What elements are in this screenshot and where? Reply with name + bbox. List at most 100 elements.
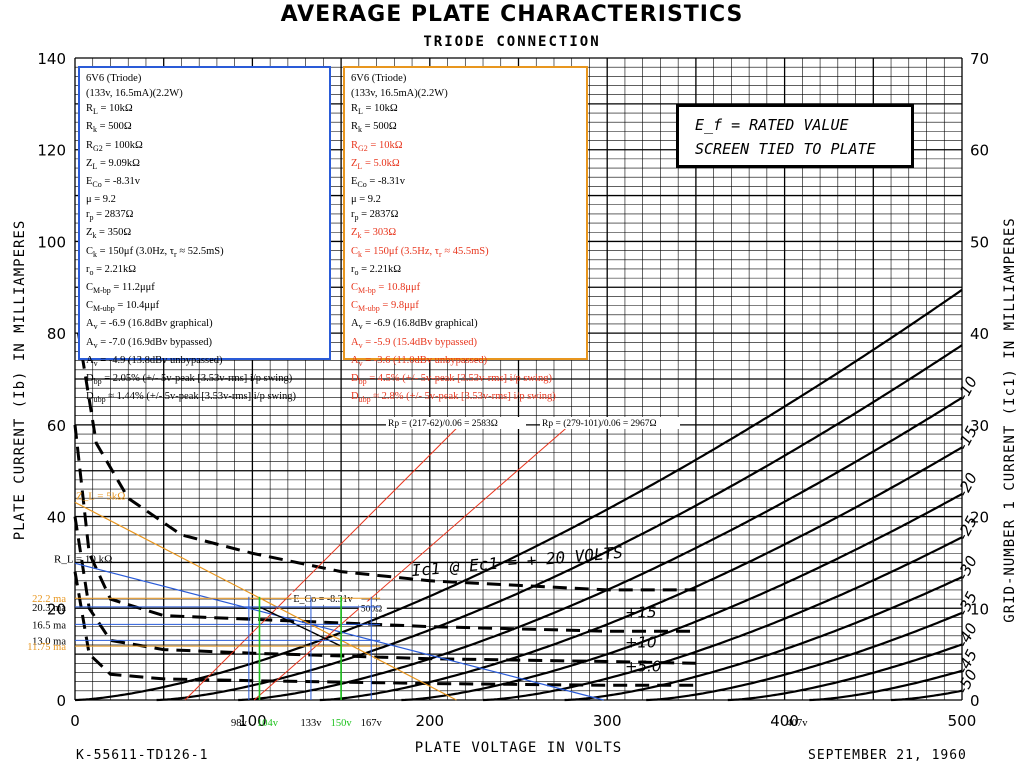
current-marker-label: 16.5 ma <box>32 620 66 631</box>
left-parameter-box: 6V6 (Triode) (133v, 16.5mA)(2.2W) RL = 10k… <box>78 66 331 404</box>
right-box-line: Rk = 500Ω <box>351 121 397 135</box>
chart-title: AVERAGE PLATE CHARACTERISTICS <box>280 2 744 27</box>
grid-current-label: +5.0 <box>625 658 661 676</box>
current-marker-label: 22.2 ma <box>32 594 66 605</box>
rated-value-line: E_f = RATED VALUE <box>695 116 849 134</box>
grid-current-curve <box>73 571 696 687</box>
left-box-line: RL = 10kΩ <box>86 103 133 117</box>
load-line-label: R_L = 10 kΩ <box>54 553 112 565</box>
right-box-line: CM-ubp = 9.8μμf <box>351 300 419 314</box>
plate-curve <box>156 344 963 702</box>
left-box-line: Av = -6.9 (16.8dBv graphical) <box>86 318 213 332</box>
tangent-label-bg <box>540 417 680 429</box>
voltage-marker-label: 133v <box>300 718 322 729</box>
left-box-line: CM-bp = 11.2μμf <box>86 281 155 296</box>
left-box-line: Dbp = 2.05% (+/- 5v-peak [3.53v-rms] i/p… <box>86 372 293 386</box>
y-tick-label: 20 <box>47 600 66 618</box>
y-tick-label: 100 <box>37 233 66 251</box>
y-right-tick-label: 30 <box>970 417 989 435</box>
right-box-line: RL = 10kΩ <box>351 103 398 117</box>
current-marker-label: 20.3 ma <box>32 603 66 614</box>
right-parameter-box: 6V6 (Triode) (133v, 16.5mA)(2.2W) RL = 10k… <box>343 66 588 404</box>
plate-curve <box>564 576 963 702</box>
left-box-line: rp = 2837Ω <box>86 209 134 223</box>
left-box-line: Rk = 500Ω <box>86 121 132 135</box>
cathode-line <box>259 606 342 647</box>
right-box-line: 6V6 (Triode) <box>351 73 407 84</box>
y-right-tick-label: 20 <box>970 509 989 527</box>
load-line-label: Z_L = 5kΩ <box>76 490 125 502</box>
left-box-line: Dubp ≈ 1.44% (+/- 5v-peak [3.53v-rms] i/… <box>86 391 297 405</box>
x-tick-label: 500 <box>948 712 977 730</box>
tangent-line <box>253 424 571 701</box>
voltage-marker-label: 150v <box>331 718 353 729</box>
load-line <box>74 501 457 701</box>
right-box-line: ZL = 5.0kΩ <box>351 157 400 171</box>
current-marker-label: 13.0 ma <box>32 636 66 647</box>
grid-current-curve <box>77 332 696 592</box>
y-right-axis-label: GRID-NUMBER 1 CURRENT (Ic1) IN MILLIAMPE… <box>1002 217 1018 622</box>
plate-curve <box>890 689 963 702</box>
grid-current-label: Ic1 @ Ec1 = + 20 VOLTS <box>411 543 624 580</box>
y-tick-label: 60 <box>47 417 66 435</box>
y-axis-label: PLATE CURRENT (Ib) IN MILLIAMPERES <box>12 220 28 541</box>
right-box-line: Dubp ≈ 2.8% (+/- 5v-peak [3.53v-rms] i/p… <box>351 391 556 405</box>
grid-current-curve <box>73 516 696 665</box>
y-right-tick-label: 50 <box>970 233 989 251</box>
right-box-line: ECo = -8.31v <box>351 175 406 190</box>
right-box-line: μ = 9.2 <box>351 194 381 206</box>
x-tick-label: 300 <box>593 712 622 730</box>
left-box-line: Ck = 150μf (3.0Hz, τr ≈ 52.5mS) <box>86 245 224 259</box>
y-right-tick-label: 40 <box>970 325 989 343</box>
left-box-line: RG2 = 100kΩ <box>86 139 143 153</box>
voltage-marker-label: 407v <box>787 718 809 729</box>
right-box-line: CM-bp = 10.8μμf <box>351 281 421 296</box>
document-code: K-55611-TD126-1 <box>76 748 209 763</box>
grid-current-curve <box>73 424 696 633</box>
right-box-line: RG2 = 10kΩ <box>351 139 403 153</box>
current-marker-label: 11.75 ma <box>27 642 66 653</box>
x-tick-label: 400 <box>770 712 799 730</box>
left-box-line: ro = 2.21kΩ <box>86 263 137 277</box>
x-tick-label: 0 <box>70 712 80 730</box>
right-box-line: Dbp = 4.5% (+/- 5v-peak [3.53v-rms] i/p … <box>351 372 552 386</box>
tangent-line <box>184 424 461 701</box>
plate-curve <box>74 288 963 702</box>
left-box-line: ECo = -8.31v <box>86 175 141 190</box>
left-box-line: Av = -7.0 (16.9dBv bypassed) <box>86 336 213 350</box>
left-box-line: 6V6 (Triode) <box>86 73 142 84</box>
y-right-tick-label: 60 <box>970 142 989 160</box>
x-axis-label: PLATE VOLTAGE IN VOLTS <box>415 740 622 756</box>
right-box-line: Av = -6.9 (16.8dBv graphical) <box>351 318 478 332</box>
left-box-line: ZL = 9.09kΩ <box>86 157 140 171</box>
plate-curve <box>809 669 963 702</box>
grid-current-label: +15 <box>625 603 657 621</box>
right-box-line: Ck = 150μf (3.5Hz, τr ≈ 45.5mS) <box>351 245 489 259</box>
tangent-line-label: Rp = (279-101)/0.06 = 2967Ω <box>542 418 657 429</box>
y-right-tick-label: 0 <box>970 692 980 710</box>
y-right-tick-label: 10 <box>970 600 989 618</box>
y-tick-label: 120 <box>37 142 66 160</box>
document-date: SEPTEMBER 21, 1960 <box>808 748 967 763</box>
left-box-line: (133v, 16.5mA)(2.2W) <box>86 88 183 100</box>
screen-tied-line: SCREEN TIED TO PLATE <box>695 140 876 158</box>
y-tick-label: 40 <box>47 509 66 527</box>
operating-point-label: E_Co = -8.31v <box>293 594 352 605</box>
x-tick-label: 100 <box>238 712 267 730</box>
plate-curve <box>238 396 963 702</box>
plate-curve <box>646 611 963 702</box>
right-box-line: Av = -3.6 (11.0dBv unbypassed) <box>351 354 488 368</box>
voltage-marker-label: 104v <box>257 718 279 729</box>
right-box-line: Av = -5.9 (15.4dBv bypassed) <box>351 336 478 350</box>
voltage-marker-label: 98v <box>231 718 248 729</box>
y-tick-label: 0 <box>56 692 66 710</box>
plate-curve <box>727 643 963 702</box>
y-right-tick-label: 70 <box>970 50 989 68</box>
tangent-line-label: Rp = (217-62)/0.06 = 2583Ω <box>388 418 498 429</box>
right-box-line: ro = 2.21kΩ <box>351 263 402 277</box>
right-box-line: Zk = 303Ω <box>351 227 397 241</box>
load-line <box>74 562 604 701</box>
plate-curve <box>401 492 963 702</box>
voltage-marker-label: 167v <box>361 718 383 729</box>
right-box-line: (133v, 16.5mA)(2.2W) <box>351 88 448 100</box>
